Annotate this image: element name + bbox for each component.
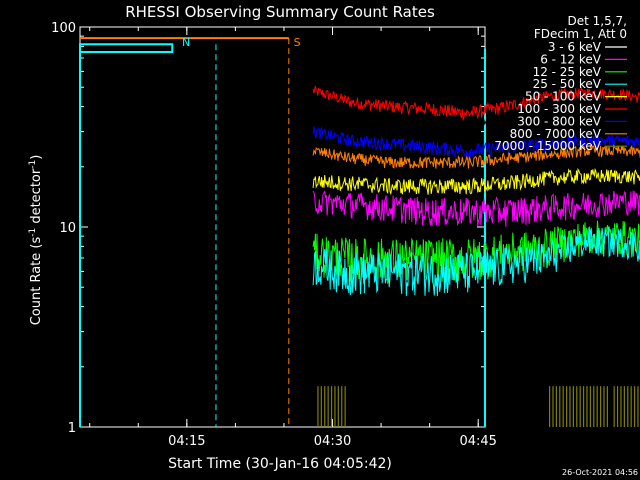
x-tick-label: 04:30 <box>314 434 351 449</box>
y-axis-label-sup1: -1 <box>28 228 38 237</box>
y-tick-label: 100 <box>51 21 76 36</box>
legend-label: 50 - 100 keV <box>525 90 602 104</box>
legend-label: 25 - 50 keV <box>533 77 602 91</box>
y-tick-label: 10 <box>59 221 76 236</box>
plot-area <box>79 26 486 428</box>
y-axis-label-sup2: -1 <box>28 160 38 169</box>
legend-label: 100 - 300 keV <box>517 102 601 116</box>
y-axis-label-main: Count Rate (s <box>29 237 44 326</box>
legend-header-line-2: FDecim 1, Att 0 <box>534 27 627 41</box>
series-trace-3 <box>312 125 640 159</box>
series-trace-8 <box>312 227 640 297</box>
y-tick-label: 1 <box>68 421 76 436</box>
x-axis-label: Start Time (30-Jan-16 04:05:42) <box>168 456 392 472</box>
data-series <box>312 85 640 427</box>
timestamp: 26-Oct-2021 04:56 <box>562 468 638 477</box>
flag-n: N <box>182 36 190 49</box>
legend-label: 3 - 6 keV <box>548 40 602 54</box>
legend-label: 12 - 25 keV <box>533 65 602 79</box>
legend-label: 800 - 7000 keV <box>510 127 602 141</box>
chart-title: RHESSI Observing Summary Count Rates <box>125 3 435 21</box>
x-tick-label: 04:45 <box>459 434 496 449</box>
x-tick-label: 04:15 <box>168 434 205 449</box>
series-trace-5 <box>312 167 640 196</box>
legend-label: 7000 - 15000 keV <box>494 139 601 153</box>
status-line <box>79 43 174 427</box>
series-trace-4 <box>312 144 640 169</box>
y-axis-label-mid: detector <box>29 168 44 228</box>
series-trace-6 <box>312 190 640 227</box>
y-axis-label-end: ) <box>29 155 44 160</box>
legend-header-line-1: Det 1,5,7, <box>568 14 628 28</box>
legend-label: 6 - 12 keV <box>540 52 602 66</box>
legend-label: 300 - 800 keV <box>517 114 601 128</box>
y-axis-label: Count Rate (s-1 detector-1) <box>28 155 44 326</box>
series-trace-7 <box>312 220 640 285</box>
reference-lines: SN <box>79 36 486 427</box>
flag-s: S <box>294 36 301 49</box>
axes: 1 10 100 04:15 04:30 04:45 <box>51 21 497 449</box>
